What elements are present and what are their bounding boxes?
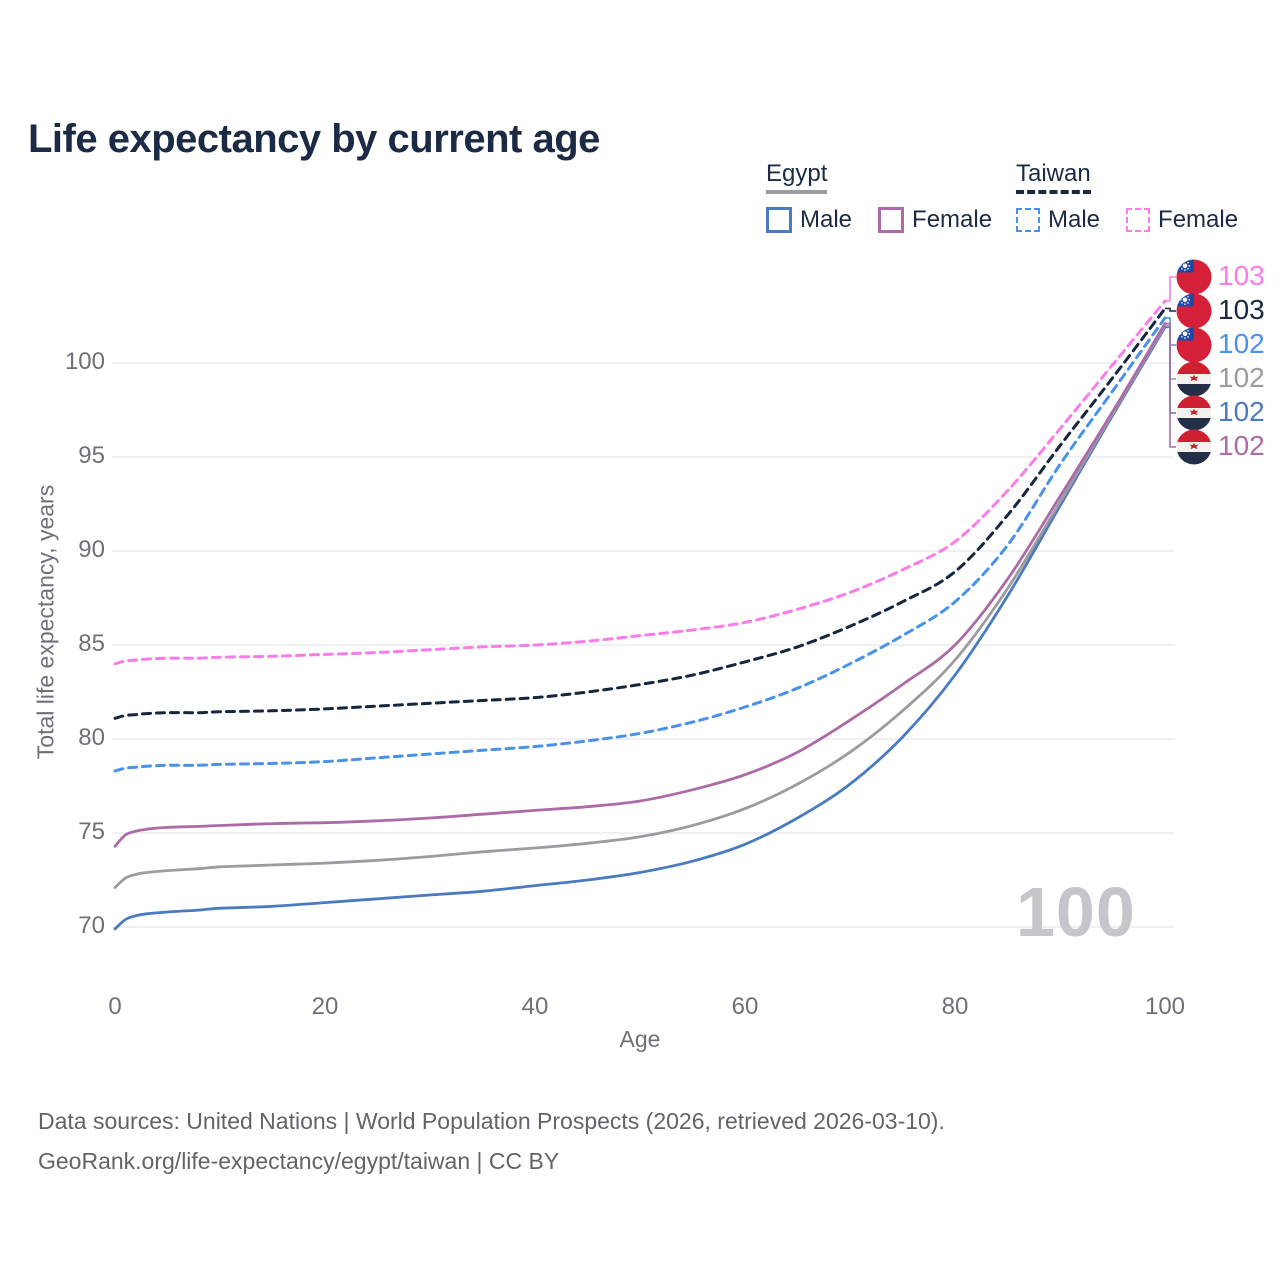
taiwan-flag-icon (1176, 259, 1212, 295)
end-label-value-egypt-male: 102 (1218, 396, 1265, 427)
end-label-value-egypt-female: 102 (1218, 430, 1265, 461)
legend-header-egypt[interactable]: Egypt (766, 160, 828, 194)
x-axis-title: Age (619, 1026, 661, 1052)
watermark-100: 100 (1016, 873, 1136, 951)
series-line-taiwan-male[interactable] (113, 316, 1167, 773)
legend-label-egypt-female: Female (912, 206, 993, 233)
y-axis-title: Total life expectancy, years (32, 484, 59, 760)
y-tick-95: 95 (78, 442, 105, 469)
series-line-egypt-both[interactable] (113, 324, 1167, 889)
leader-line-egypt-female (1165, 322, 1176, 448)
legend-label-taiwan-male: Male (1048, 206, 1101, 233)
taiwan-flag-icon (1176, 293, 1212, 329)
x-tick-80: 80 (941, 993, 969, 1020)
x-tick-0: 0 (108, 993, 122, 1020)
page-title: Life expectancy by current age (28, 116, 600, 161)
series-line-egypt-female[interactable] (113, 322, 1167, 848)
footer-data-sources: Data sources: United Nations | World Pop… (38, 1108, 945, 1134)
taiwan-flag-icon (1176, 327, 1212, 363)
y-tick-70: 70 (78, 912, 105, 939)
legend-group-taiwan: Taiwan Male Female (1016, 160, 1238, 234)
legend-swatch-egypt-female[interactable] (878, 207, 905, 233)
end-label-value-taiwan-both: 103 (1218, 294, 1265, 325)
legend-swatch-egypt-male[interactable] (766, 207, 792, 233)
legend-label-taiwan-female: Female (1158, 206, 1239, 233)
end-label-value-taiwan-female: 103 (1218, 260, 1265, 291)
series-line-taiwan-both[interactable] (113, 307, 1167, 720)
series-line-egypt-male[interactable] (113, 325, 1167, 931)
leader-line-taiwan-female (1165, 276, 1176, 302)
x-tick-20: 20 (311, 993, 339, 1020)
legend-group-egypt: Egypt Male Female (766, 160, 992, 234)
legend-header-taiwan[interactable]: Taiwan (1016, 160, 1091, 194)
legend-item-taiwan-male[interactable]: Male (1016, 206, 1100, 234)
legend-swatch-taiwan-male[interactable] (1016, 208, 1040, 232)
egypt-flag-icon (1176, 395, 1212, 431)
egypt-flag-icon (1176, 429, 1212, 465)
end-label-value-egypt-both: 102 (1218, 362, 1265, 393)
legend-items-egypt: Male Female (766, 206, 992, 234)
y-tick-100: 100 (64, 348, 105, 375)
end-label-value-taiwan-male: 102 (1218, 328, 1265, 359)
legend-item-taiwan-female[interactable]: Female (1126, 206, 1238, 234)
x-tick-100: 100 (1144, 993, 1186, 1020)
y-tick-90: 90 (78, 536, 105, 563)
x-tick-40: 40 (521, 993, 549, 1020)
y-tick-85: 85 (78, 630, 105, 657)
egypt-flag-icon (1176, 361, 1212, 397)
x-tick-60: 60 (731, 993, 759, 1020)
legend-item-egypt-male[interactable]: Male (766, 206, 852, 234)
legend-label-egypt-male: Male (800, 206, 853, 233)
y-tick-80: 80 (78, 724, 105, 751)
series-line-taiwan-female[interactable] (113, 299, 1167, 666)
leader-line-taiwan-both (1165, 307, 1176, 312)
y-tick-75: 75 (78, 818, 105, 845)
legend-swatch-taiwan-female[interactable] (1126, 208, 1151, 232)
footer-attribution[interactable]: GeoRank.org/life-expectancy/egypt/taiwan… (38, 1148, 560, 1174)
legend-items-taiwan: Male Female (1016, 206, 1238, 234)
legend-item-egypt-female[interactable]: Female (878, 206, 992, 234)
